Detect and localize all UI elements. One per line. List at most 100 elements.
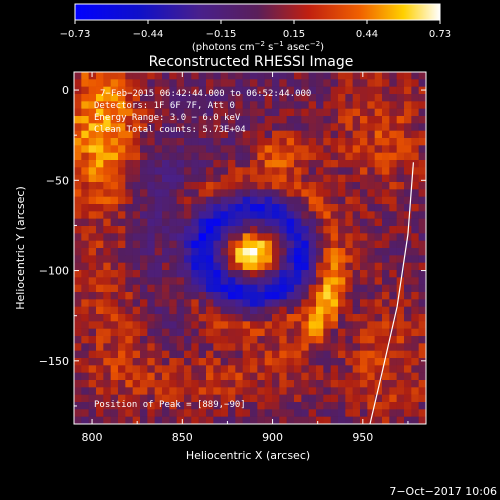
- heatmap-cell: [96, 145, 104, 153]
- heatmap-cell: [301, 358, 309, 366]
- heatmap-cell: [220, 174, 229, 183]
- heatmap-cell: [352, 94, 361, 102]
- heatmap-cell: [272, 314, 280, 322]
- heatmap-cell: [74, 314, 82, 322]
- heatmap-cell: [360, 277, 368, 285]
- heatmap-cell: [257, 358, 265, 366]
- heatmap-cell: [103, 233, 111, 241]
- heatmap-cell: [396, 226, 405, 234]
- heatmap-cell: [389, 416, 397, 424]
- heatmap-cell: [338, 167, 346, 175]
- heatmap-cell: [323, 270, 331, 278]
- heatmap-cell: [330, 240, 339, 249]
- heatmap-cell: [140, 284, 148, 293]
- heatmap-cell: [411, 94, 419, 102]
- heatmap-cell: [316, 416, 324, 424]
- heatmap-cell: [316, 138, 324, 146]
- heatmap-cell: [396, 321, 405, 329]
- heatmap-cell: [330, 248, 339, 256]
- heatmap-cell: [184, 358, 192, 366]
- heatmap-cell: [228, 350, 236, 359]
- heatmap-cell: [404, 240, 412, 249]
- heatmap-cell: [404, 380, 412, 388]
- heatmap-cell: [418, 79, 426, 87]
- heatmap-cell: [257, 409, 265, 417]
- heatmap-cell: [74, 321, 82, 329]
- heatmap-cell: [418, 94, 426, 102]
- heatmap-cell: [81, 167, 89, 175]
- heatmap-cell: [404, 108, 412, 117]
- heatmap-cell: [220, 321, 229, 329]
- heatmap-cell: [316, 94, 324, 102]
- heatmap-cell: [220, 108, 229, 117]
- heatmap-cell: [352, 145, 361, 153]
- heatmap-cell: [396, 72, 405, 80]
- heatmap-cell: [88, 336, 97, 344]
- heatmap-cell: [330, 262, 339, 271]
- heatmap-cell: [338, 240, 346, 249]
- heatmap-cell: [389, 284, 397, 293]
- heatmap-cell: [191, 358, 199, 366]
- heatmap-cell: [191, 211, 199, 219]
- heatmap-cell: [250, 189, 258, 197]
- heatmap-cell: [264, 86, 273, 95]
- heatmap-cell: [88, 226, 97, 234]
- heatmap-cell: [206, 182, 214, 190]
- heatmap-cell: [301, 94, 309, 102]
- heatmap-cell: [96, 248, 104, 256]
- heatmap-cell: [301, 336, 309, 344]
- heatmap-cell: [382, 226, 390, 234]
- heatmap-cell: [169, 365, 177, 373]
- heatmap-cell: [308, 160, 317, 168]
- heatmap-cell: [184, 72, 192, 80]
- heatmap-cell: [162, 343, 170, 351]
- heatmap-cell: [96, 79, 104, 87]
- heatmap-cell: [308, 328, 317, 337]
- heatmap-cell: [88, 174, 97, 183]
- heatmap-cell: [418, 314, 426, 322]
- heatmap-cell: [404, 299, 412, 307]
- heatmap-cell: [294, 160, 302, 168]
- heatmap-cell: [308, 394, 317, 403]
- heatmap-cell: [360, 416, 368, 424]
- heatmap-cell: [418, 211, 426, 219]
- heatmap-cell: [257, 167, 265, 175]
- heatmap-cell: [338, 189, 346, 197]
- heatmap-cell: [162, 167, 170, 175]
- heatmap-cell: [257, 226, 265, 234]
- heatmap-cell: [257, 284, 265, 293]
- heatmap-cell: [176, 380, 185, 388]
- heatmap-cell: [81, 94, 89, 102]
- heatmap-cell: [360, 138, 368, 146]
- heatmap-cell: [220, 248, 229, 256]
- heatmap-cell: [132, 387, 141, 395]
- heatmap-cell: [411, 152, 419, 161]
- heatmap-cell: [125, 306, 133, 315]
- heatmap-cell: [228, 416, 236, 424]
- heatmap-cell: [132, 204, 141, 212]
- heatmap-cell: [228, 255, 236, 263]
- heatmap-cell: [330, 394, 339, 403]
- heatmap-cell: [264, 409, 273, 417]
- heatmap-cell: [206, 262, 214, 271]
- heatmap-cell: [132, 343, 141, 351]
- heatmap-cell: [154, 350, 163, 359]
- heatmap-cell: [198, 409, 207, 417]
- heatmap-cell: [330, 174, 339, 183]
- heatmap-cell: [374, 226, 383, 234]
- heatmap-cell: [404, 196, 412, 205]
- heatmap-cell: [257, 79, 265, 87]
- heatmap-cell: [257, 182, 265, 190]
- heatmap-cell: [308, 255, 317, 263]
- heatmap-cell: [352, 218, 361, 227]
- heatmap-cell: [301, 365, 309, 373]
- heatmap-cell: [176, 130, 185, 139]
- heatmap-cell: [198, 167, 207, 175]
- heatmap-cell: [132, 277, 141, 285]
- heatmap-cell: [206, 321, 214, 329]
- heatmap-cell: [411, 277, 419, 285]
- heatmap-cell: [191, 387, 199, 395]
- heatmap-cell: [264, 226, 273, 234]
- heatmap-cell: [132, 358, 141, 366]
- heatmap-cell: [176, 101, 185, 109]
